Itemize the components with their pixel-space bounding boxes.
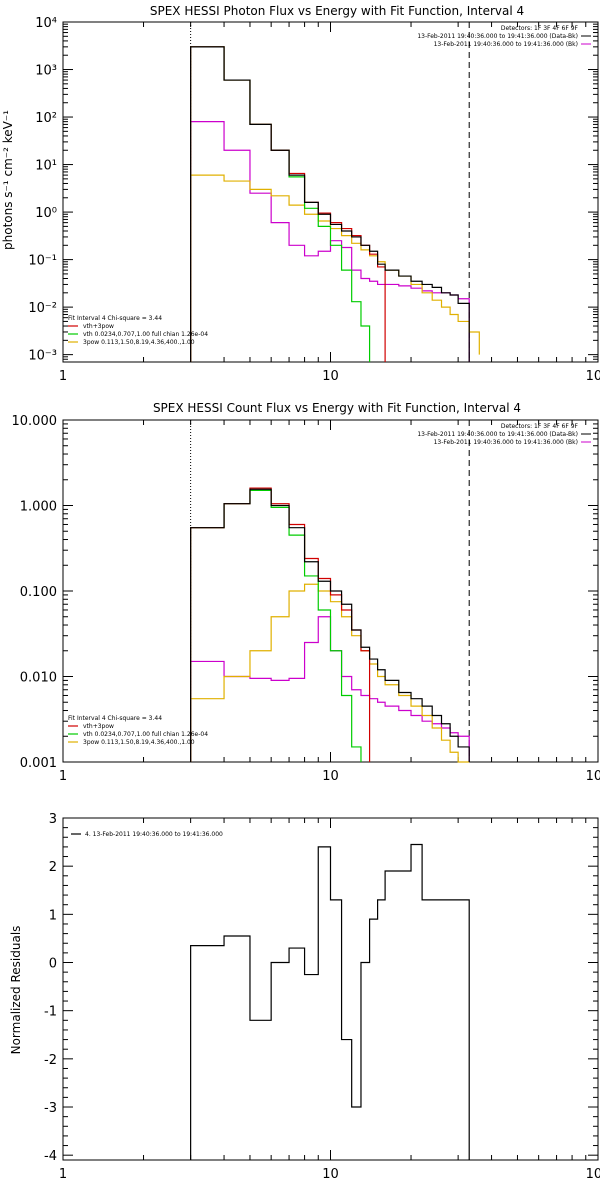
- photon-flux-ylabel: photons s⁻¹ cm⁻² keV⁻¹: [1, 110, 15, 250]
- photon-flux-info-line: 13-Feb-2011 19:40:36.000 to 19:41:36.000…: [434, 41, 578, 48]
- photon-flux-series-bk: [190, 121, 470, 362]
- photon-flux-series-data-bk: [190, 46, 470, 362]
- count-flux-x-tick-label: 10: [322, 769, 339, 784]
- count-flux-legend-entry: vth+3pow: [83, 723, 114, 730]
- photon-flux-y-tick-label: 10⁻¹: [28, 254, 57, 269]
- count-flux-legend-entry: 3pow 0.113,1.50,8.19,4.36,400.,1.00: [83, 739, 195, 746]
- photon-flux-y-tick-label: 10²: [35, 111, 57, 126]
- photon-flux-fit-info: Fit Interval 4 Chi-square = 3.44: [68, 315, 162, 322]
- residuals-y-tick-label: -4: [44, 1149, 57, 1164]
- residuals-y-tick-label: -1: [44, 1005, 57, 1020]
- count-flux-y-tick-label: 0.100: [20, 585, 57, 600]
- photon-flux-x-tick-label: 100: [586, 369, 600, 384]
- photon-flux-info-line: Detectors: 1F 3F 4F 6F 9F: [501, 25, 579, 32]
- count-flux-series-data-bk: [190, 488, 470, 762]
- count-flux-plot: 1 10 100 0.001 0.010 0.100 1.000 10.000 Detector…: [12, 414, 600, 784]
- count-flux-x-tick-label: 1: [59, 769, 67, 784]
- photon-flux-title: SPEX HESSI Photon Flux vs Energy with Fi…: [150, 4, 524, 18]
- photon-flux-y-tick-label: 10⁻³: [28, 349, 57, 364]
- residuals-x-tick-label: 1: [59, 1167, 67, 1182]
- photon-flux-legend-entry: vth+3pow: [83, 323, 114, 330]
- count-flux-y-tick-label: 1.000: [20, 500, 57, 515]
- residuals-x-tick-label: 10: [322, 1167, 339, 1182]
- count-flux-x-tick-label: 100: [586, 769, 600, 784]
- count-flux-y-tick-label: 0.010: [20, 671, 57, 686]
- count-flux-series-vth-3pow: [190, 487, 371, 762]
- residuals-y-tick-label: -3: [44, 1101, 57, 1116]
- count-flux-info-line: 13-Feb-2011 19:40:36.000 to 19:41:36.000…: [434, 439, 578, 446]
- count-flux-legend-entry: vth 0.0234,0.707,1.00 full chian 1.26e-0…: [83, 731, 208, 738]
- photon-flux-series-3pow: [190, 174, 480, 362]
- photon-flux-y-tick-label: 10⁰: [35, 206, 57, 221]
- count-flux-y-tick-label: 10.000: [12, 414, 58, 429]
- photon-flux-series-vth: [190, 46, 371, 362]
- photon-flux-frame: [62, 21, 599, 363]
- photon-flux-y-tick-label: 10⁻²: [28, 301, 57, 316]
- residuals-panel: Normalized Residuals 1 10 100 -4 -3 -2 -1 0 1 2 3 4…: [9, 812, 600, 1182]
- photon-flux-y-tick-label: 10³: [35, 64, 57, 79]
- photon-flux-x-tick-label: 1: [59, 369, 67, 384]
- residuals-plot: 1 10 100 -4 -3 -2 -1 0 1 2 3 4. 13-Feb-2011 19:40:3…: [44, 812, 600, 1182]
- photon-flux-info-line: 13-Feb-2011 19:40:36.000 to 19:41:36.000…: [417, 33, 578, 40]
- count-flux-y-tick-label: 0.001: [20, 756, 57, 771]
- count-flux-series-bk: [190, 616, 470, 762]
- count-flux-info-line: 13-Feb-2011 19:40:36.000 to 19:41:36.000…: [417, 431, 578, 438]
- residuals-y-tick-label: 0: [49, 957, 57, 972]
- photon-flux-plot: 1 10 100 10⁻³ 10⁻² 10⁻¹ 10⁰ 10¹ 10² 10³ 10⁴ Detecto…: [28, 16, 600, 384]
- photon-flux-legend-entry: vth 0.0234,0.707,1.00 full chian 1.26e-0…: [83, 331, 208, 338]
- photon-flux-panel: SPEX HESSI Photon Flux vs Energy with Fi…: [1, 4, 600, 384]
- photon-flux-y-tick-label: 10⁴: [35, 16, 57, 31]
- count-flux-panel: SPEX HESSI Count Flux vs Energy with Fit…: [12, 401, 600, 784]
- residuals-y-tick-label: 3: [49, 812, 57, 827]
- residuals-y-tick-label: -2: [44, 1053, 57, 1068]
- residuals-legend-entry: 4. 13-Feb-2011 19:40:36.000 to 19:41:36.…: [85, 831, 223, 838]
- count-flux-fit-info: Fit Interval 4 Chi-square = 3.44: [68, 715, 162, 722]
- count-flux-info-line: Detectors: 1F 3F 4F 6F 9F: [501, 423, 579, 430]
- residuals-ylabel: Normalized Residuals: [9, 926, 23, 1055]
- residuals-y-tick-label: 2: [49, 860, 57, 875]
- photon-flux-legend-entry: 3pow 0.113,1.50,8.19,4.36,400.,1.00: [83, 339, 195, 346]
- photon-flux-x-tick-label: 10: [322, 369, 339, 384]
- photon-flux-y-tick-label: 10¹: [35, 159, 57, 174]
- photon-flux-series-vth-3pow: [190, 46, 386, 362]
- residuals-y-tick-label: 1: [49, 908, 57, 923]
- residuals-x-tick-label: 100: [586, 1167, 600, 1182]
- count-flux-title: SPEX HESSI Count Flux vs Energy with Fit…: [153, 401, 521, 415]
- residuals-series-4-13-feb-2011-19-40-36-000-to-19-41-36-000: [190, 843, 470, 1160]
- count-flux-series-vth: [190, 489, 362, 762]
